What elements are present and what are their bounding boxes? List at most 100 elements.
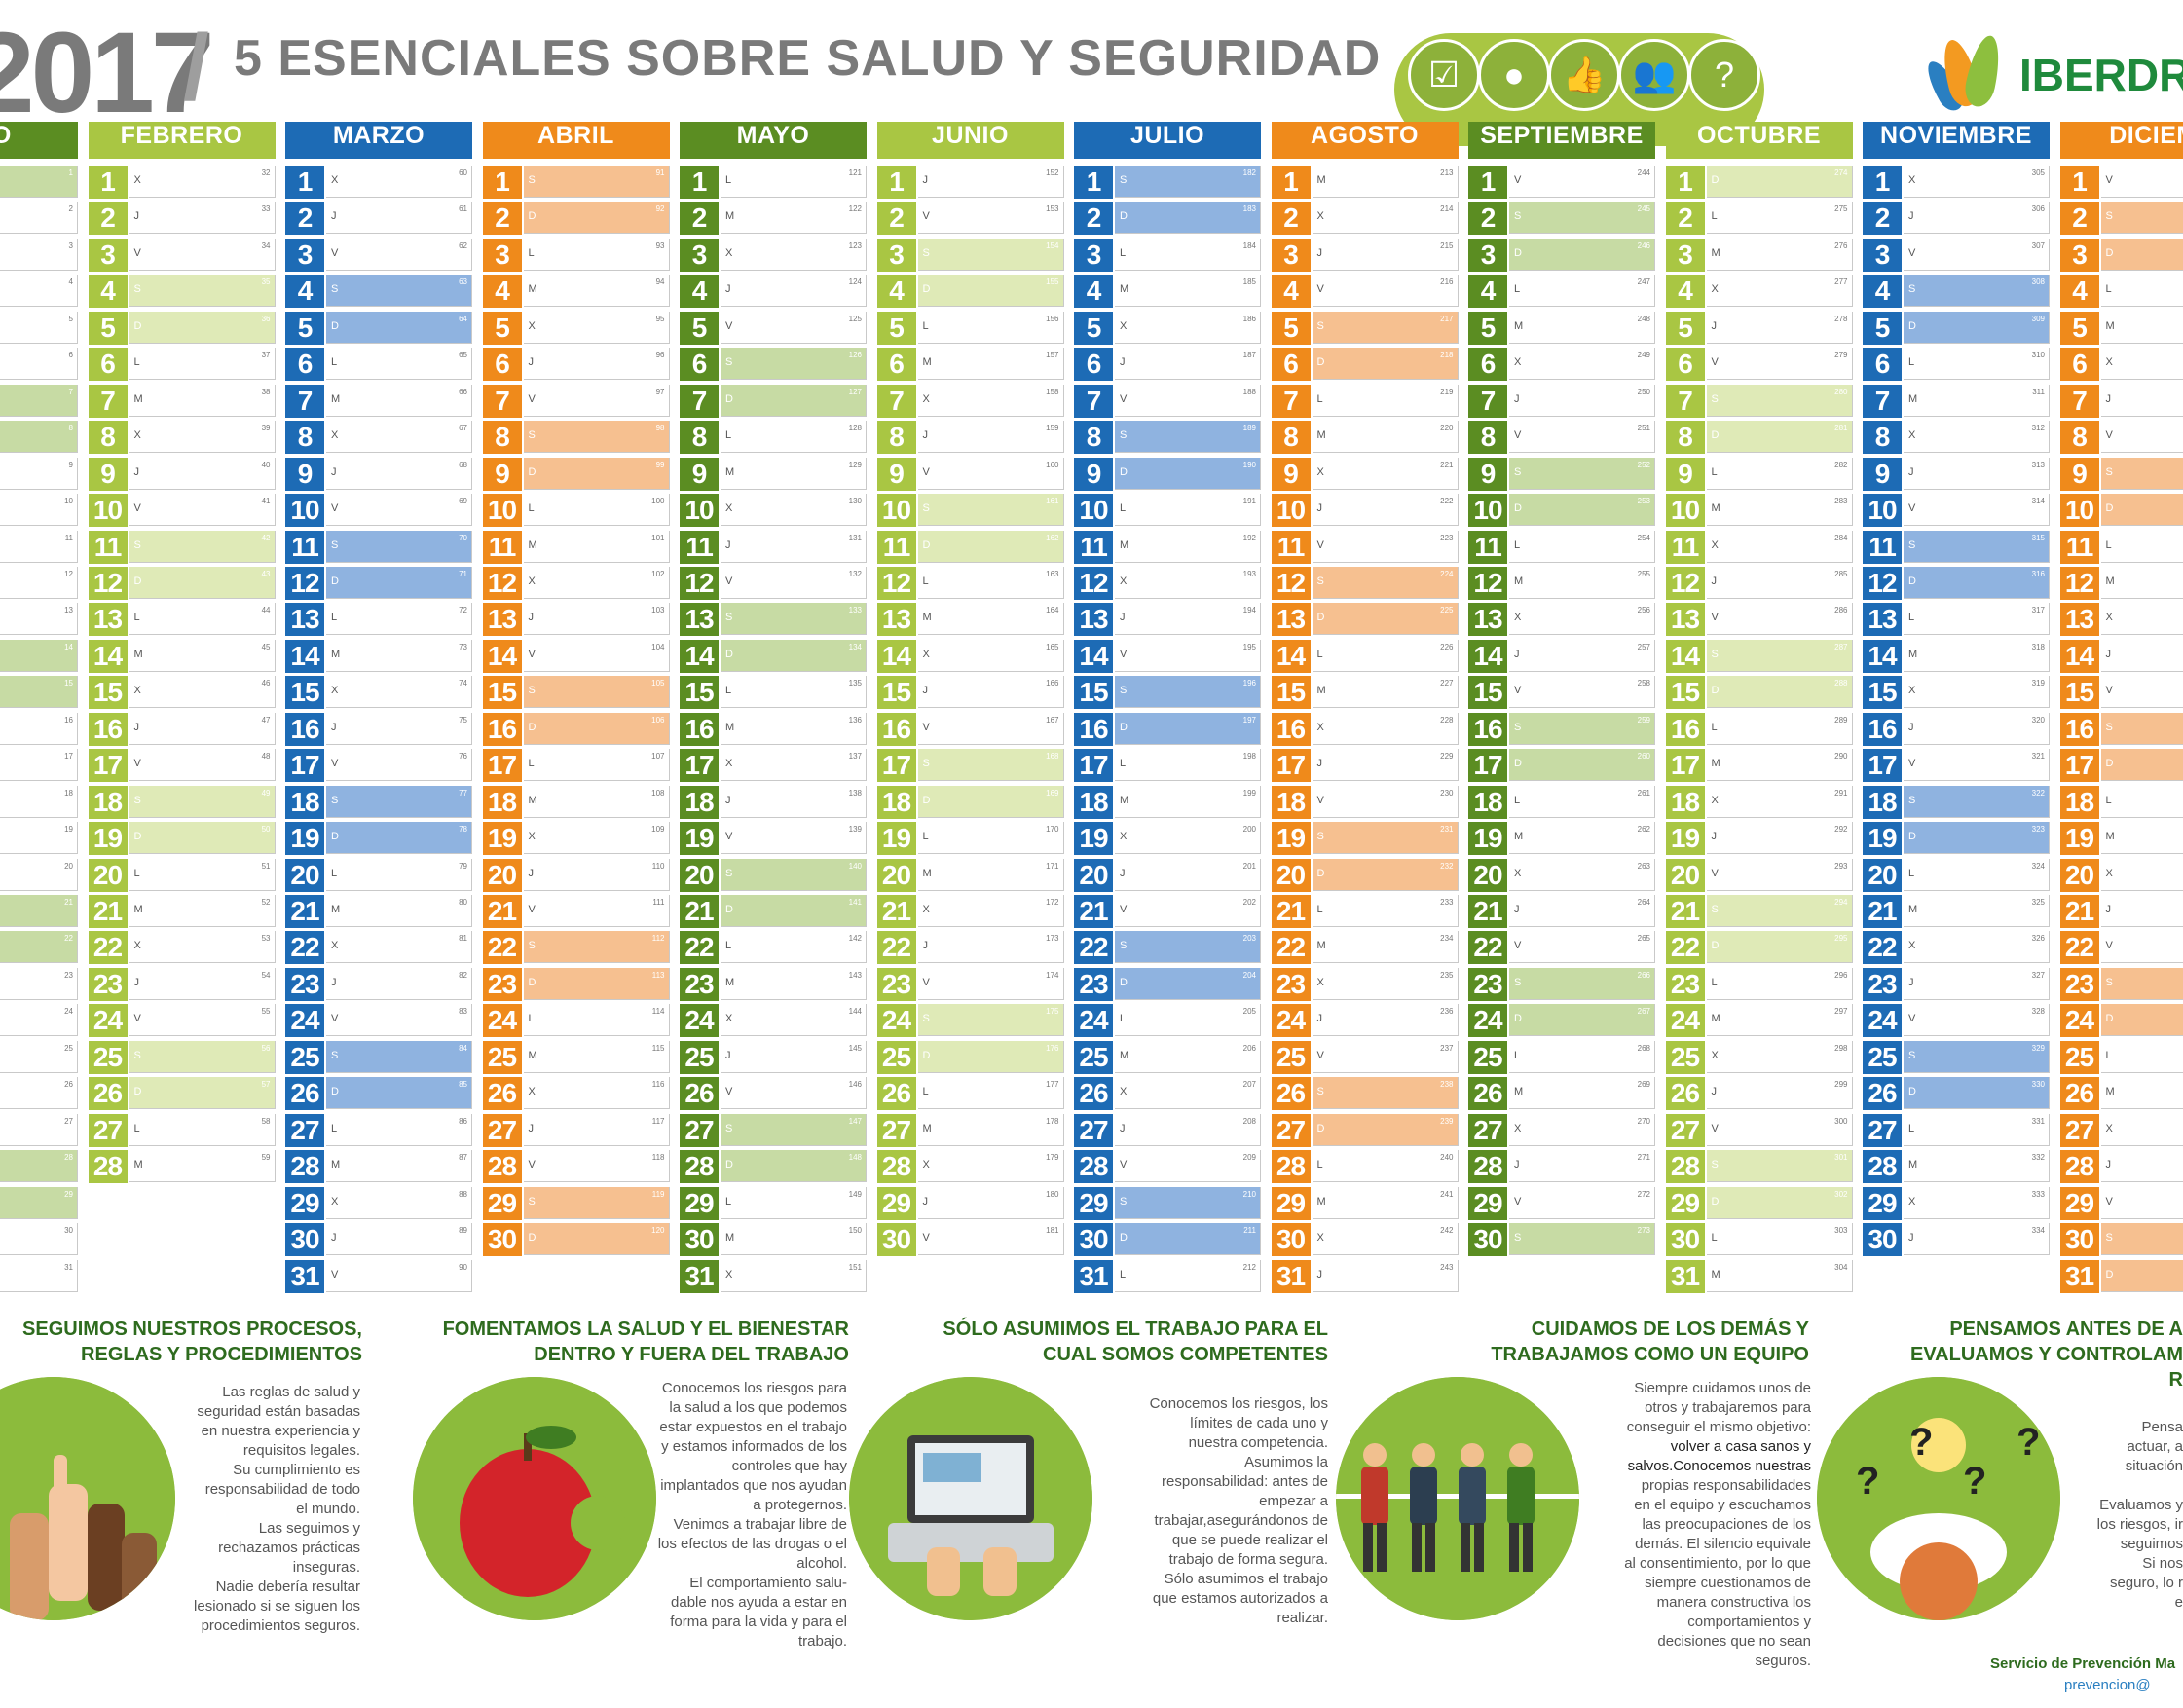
day-row: 27 X 270	[1468, 1113, 1655, 1147]
weekday-letter: J	[331, 210, 337, 223]
day-row: 19 X 109	[482, 822, 670, 856]
day-number: 17	[1074, 749, 1113, 783]
weekday-letter: J	[725, 1049, 731, 1061]
day-row: 19 X 200	[1074, 822, 1261, 856]
day-cell: X 165	[917, 639, 1064, 672]
weekday-letter: S	[133, 538, 141, 551]
day-of-year: 211	[1243, 1226, 1256, 1236]
weekday-letter: L	[1316, 648, 1323, 660]
weekday-letter: V	[1120, 392, 1128, 405]
day-cell: S364	[2100, 1223, 2183, 1256]
day-of-year: 190	[1242, 460, 1256, 469]
day-cell: M 157	[917, 348, 1064, 381]
day-row: 31M31	[0, 1259, 78, 1293]
day-of-year: 240	[1440, 1153, 1454, 1163]
weekday-letter: J	[1711, 1086, 1718, 1098]
weekday-letter: S	[1120, 1195, 1128, 1207]
day-number: 23	[1665, 967, 1705, 1001]
day-cell: V 62	[326, 238, 472, 271]
day-of-year: 324	[2031, 861, 2045, 871]
day-of-year: 119	[651, 1189, 665, 1199]
day-cell: J12	[0, 566, 78, 599]
day-cell: V6	[0, 348, 78, 381]
day-row: 31D365	[2059, 1259, 2183, 1293]
weekday-letter: J	[1120, 867, 1126, 879]
day-of-year: 140	[848, 861, 862, 871]
weekday-letter: S	[1711, 1159, 1719, 1171]
day-row: 19 V 139	[680, 822, 867, 856]
day-row: 11 M 101	[482, 530, 670, 564]
day-cell: D 204	[1115, 967, 1261, 1000]
day-row: 20 J 201	[1074, 858, 1261, 892]
day-cell: L 219	[1312, 384, 1459, 417]
day-cell: D 211	[1115, 1223, 1261, 1256]
day-of-year: 267	[1637, 1007, 1650, 1017]
day-of-year: 255	[1637, 569, 1650, 578]
day-number: 25	[88, 1040, 128, 1074]
day-of-year: 259	[1637, 715, 1650, 724]
day-cell: S336	[2100, 202, 2183, 235]
weekday-letter: L	[1908, 356, 1915, 369]
day-row: 18 M 108	[482, 785, 670, 819]
day-number: 14	[680, 639, 719, 673]
day-number: 6	[1271, 348, 1311, 382]
weekday-letter: S	[133, 1049, 141, 1061]
weekday-letter: J	[922, 174, 929, 186]
day-row: 25 D 176	[876, 1040, 1064, 1074]
day-of-year: 256	[1637, 606, 1650, 615]
day-row: 3 L 184	[1074, 238, 1261, 272]
day-number: 20	[285, 858, 324, 892]
day-row: 28 M 332	[1863, 1150, 2050, 1184]
day-number: 19	[1665, 822, 1705, 856]
day-of-year: 80	[459, 898, 467, 907]
day-number: 8	[88, 421, 128, 455]
day-number: 23	[285, 967, 324, 1001]
day-of-year: 95	[655, 314, 665, 323]
weekday-letter: S	[331, 794, 339, 806]
day-row: 21 S 294	[1665, 895, 1853, 928]
weekday-letter: L	[2105, 283, 2112, 296]
day-of-year: 318	[2031, 642, 2045, 651]
weekday-letter: D	[922, 538, 931, 551]
day-of-year: 251	[1637, 424, 1650, 433]
day-row: 11X11	[0, 530, 78, 564]
day-of-year: 214	[1440, 204, 1454, 214]
day-row: 9 M 129	[680, 457, 867, 491]
day-of-year: 323	[2031, 825, 2045, 835]
day-cell: M 59	[129, 1150, 276, 1183]
section-text-line: estar expuestos en el trabajo	[659, 1419, 847, 1435]
day-number: 4	[1074, 275, 1113, 309]
day-number: 2	[1271, 202, 1311, 236]
day-row: 10 S 161	[876, 494, 1064, 528]
day-row: 5 M 248	[1468, 311, 1655, 345]
day-number: 5	[1074, 311, 1113, 345]
day-of-year: 67	[459, 424, 467, 433]
day-row: 3 J 215	[1271, 238, 1459, 272]
day-row: 3 V 62	[285, 238, 472, 272]
day-cell: J 110	[523, 858, 670, 891]
day-cell: L 331	[1904, 1113, 2050, 1146]
day-row: 25 S 84	[285, 1040, 472, 1074]
day-row: 25 M 115	[482, 1040, 670, 1074]
day-of-year: 206	[1242, 1043, 1256, 1053]
weekday-letter: X	[528, 831, 536, 843]
weekday-letter: D	[725, 648, 733, 660]
day-cell: S 105	[523, 676, 670, 709]
month-header: ERO	[0, 122, 78, 159]
day-of-year: 321	[2031, 752, 2045, 761]
day-number: 13	[1468, 603, 1507, 637]
day-number: 30	[285, 1223, 324, 1257]
day-number: 1	[482, 166, 522, 199]
day-of-year: 26	[64, 1080, 73, 1090]
weekday-letter: M	[725, 210, 735, 223]
day-cell: D 134	[721, 639, 867, 672]
day-number: 23	[2059, 967, 2099, 1001]
logo-leaf-green-icon	[1961, 32, 2006, 110]
day-cell: J355	[2100, 895, 2183, 927]
day-of-year: 185	[1242, 278, 1256, 287]
day-row: 12 X 102	[482, 566, 670, 600]
weekday-letter: S	[1316, 1086, 1324, 1098]
section-text: Siempre cuidamos unos de otros y trabajar…	[1624, 1379, 1811, 1671]
weekday-letter: V	[1514, 1195, 1522, 1207]
day-cell: J 180	[917, 1186, 1064, 1219]
